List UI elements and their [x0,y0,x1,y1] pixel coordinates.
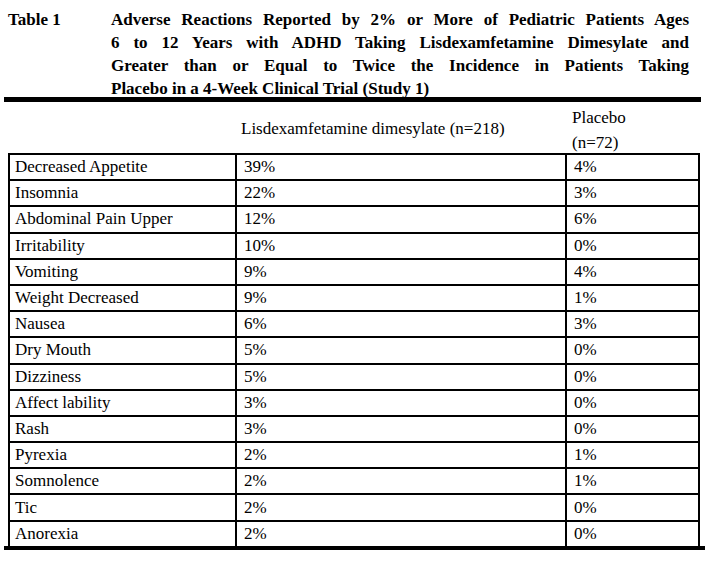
column-header-placebo-line1: Placebo [572,105,626,130]
placebo-percent-cell: 3% [566,180,699,206]
reaction-name-cell: Weight Decreased [9,285,236,311]
placebo-percent-cell: 1% [566,285,699,311]
placebo-percent-cell: 4% [566,259,699,285]
reaction-name-cell: Rash [9,416,236,442]
placebo-percent-cell: 4% [566,154,699,180]
drug-percent-cell: 2% [236,494,566,520]
bottom-rule [4,546,705,550]
adverse-reactions-tbody: Decreased Appetite 39% 4% Insomnia 22% 3… [9,154,699,546]
placebo-percent-cell: 0% [566,390,699,416]
drug-percent-cell: 9% [236,259,566,285]
title-line-2: 6 to 12 Years with ADHD Taking Lisdexamf… [111,31,689,54]
reaction-name-cell: Affect lability [9,390,236,416]
table-row: Anorexia 2% 0% [9,521,699,546]
reaction-name-cell: Decreased Appetite [9,154,236,180]
placebo-percent-cell: 0% [566,337,699,363]
column-header-row: Lisdexamfetamine dimesylate (n=218) Plac… [0,102,705,153]
placebo-percent-cell: 0% [566,233,699,259]
reaction-name-cell: Irritability [9,233,236,259]
table-title-block: Table 1 Adverse Reactions Reported by 2%… [0,0,697,100]
column-header-placebo: Placebo (n=72) [572,105,626,155]
reaction-name-cell: Dizziness [9,364,236,390]
table-row: Vomiting 9% 4% [9,259,699,285]
placebo-percent-cell: 0% [566,364,699,390]
reaction-name-cell: Dry Mouth [9,337,236,363]
column-header-drug: Lisdexamfetamine dimesylate (n=218) [241,119,505,139]
drug-percent-cell: 22% [236,180,566,206]
table-row: Affect lability 3% 0% [9,390,699,416]
reaction-name-cell: Insomnia [9,180,236,206]
table-row: Weight Decreased 9% 1% [9,285,699,311]
placebo-percent-cell: 1% [566,442,699,468]
drug-percent-cell: 2% [236,468,566,494]
table-row: Rash 3% 0% [9,416,699,442]
placebo-percent-cell: 0% [566,521,699,546]
column-header-placebo-line2: (n=72) [572,130,626,155]
drug-percent-cell: 10% [236,233,566,259]
placebo-percent-cell: 3% [566,311,699,337]
placebo-percent-cell: 1% [566,468,699,494]
table-title-text: Adverse Reactions Reported by 2% or More… [111,8,689,100]
table-row: Abdominal Pain Upper 12% 6% [9,206,699,232]
reaction-name-cell: Vomiting [9,259,236,285]
table-row: Tic 2% 0% [9,494,699,520]
reaction-name-cell: Somnolence [9,468,236,494]
drug-percent-cell: 39% [236,154,566,180]
table-row: Insomnia 22% 3% [9,180,699,206]
table-row: Dry Mouth 5% 0% [9,337,699,363]
adverse-reactions-table: Decreased Appetite 39% 4% Insomnia 22% 3… [8,153,700,546]
drug-percent-cell: 6% [236,311,566,337]
table-row: Dizziness 5% 0% [9,364,699,390]
drug-percent-cell: 12% [236,206,566,232]
placebo-percent-cell: 0% [566,494,699,520]
document-page: { "title": { "label": "Table 1", "lines"… [0,0,705,562]
drug-percent-cell: 3% [236,390,566,416]
table-row: Decreased Appetite 39% 4% [9,154,699,180]
drug-percent-cell: 3% [236,416,566,442]
reaction-name-cell: Pyrexia [9,442,236,468]
drug-percent-cell: 5% [236,364,566,390]
reaction-name-cell: Nausea [9,311,236,337]
table-row: Somnolence 2% 1% [9,468,699,494]
reaction-name-cell: Anorexia [9,521,236,546]
drug-percent-cell: 2% [236,442,566,468]
drug-percent-cell: 5% [236,337,566,363]
table-row: Nausea 6% 3% [9,311,699,337]
title-line-3: Greater than or Equal to Twice the Incid… [111,54,689,77]
placebo-percent-cell: 0% [566,416,699,442]
drug-percent-cell: 2% [236,521,566,546]
title-line-1: Adverse Reactions Reported by 2% or More… [111,8,689,31]
drug-percent-cell: 9% [236,285,566,311]
placebo-percent-cell: 6% [566,206,699,232]
table-number-label: Table 1 [8,8,111,100]
table-row: Pyrexia 2% 1% [9,442,699,468]
reaction-name-cell: Abdominal Pain Upper [9,206,236,232]
table-row: Irritability 10% 0% [9,233,699,259]
reaction-name-cell: Tic [9,494,236,520]
